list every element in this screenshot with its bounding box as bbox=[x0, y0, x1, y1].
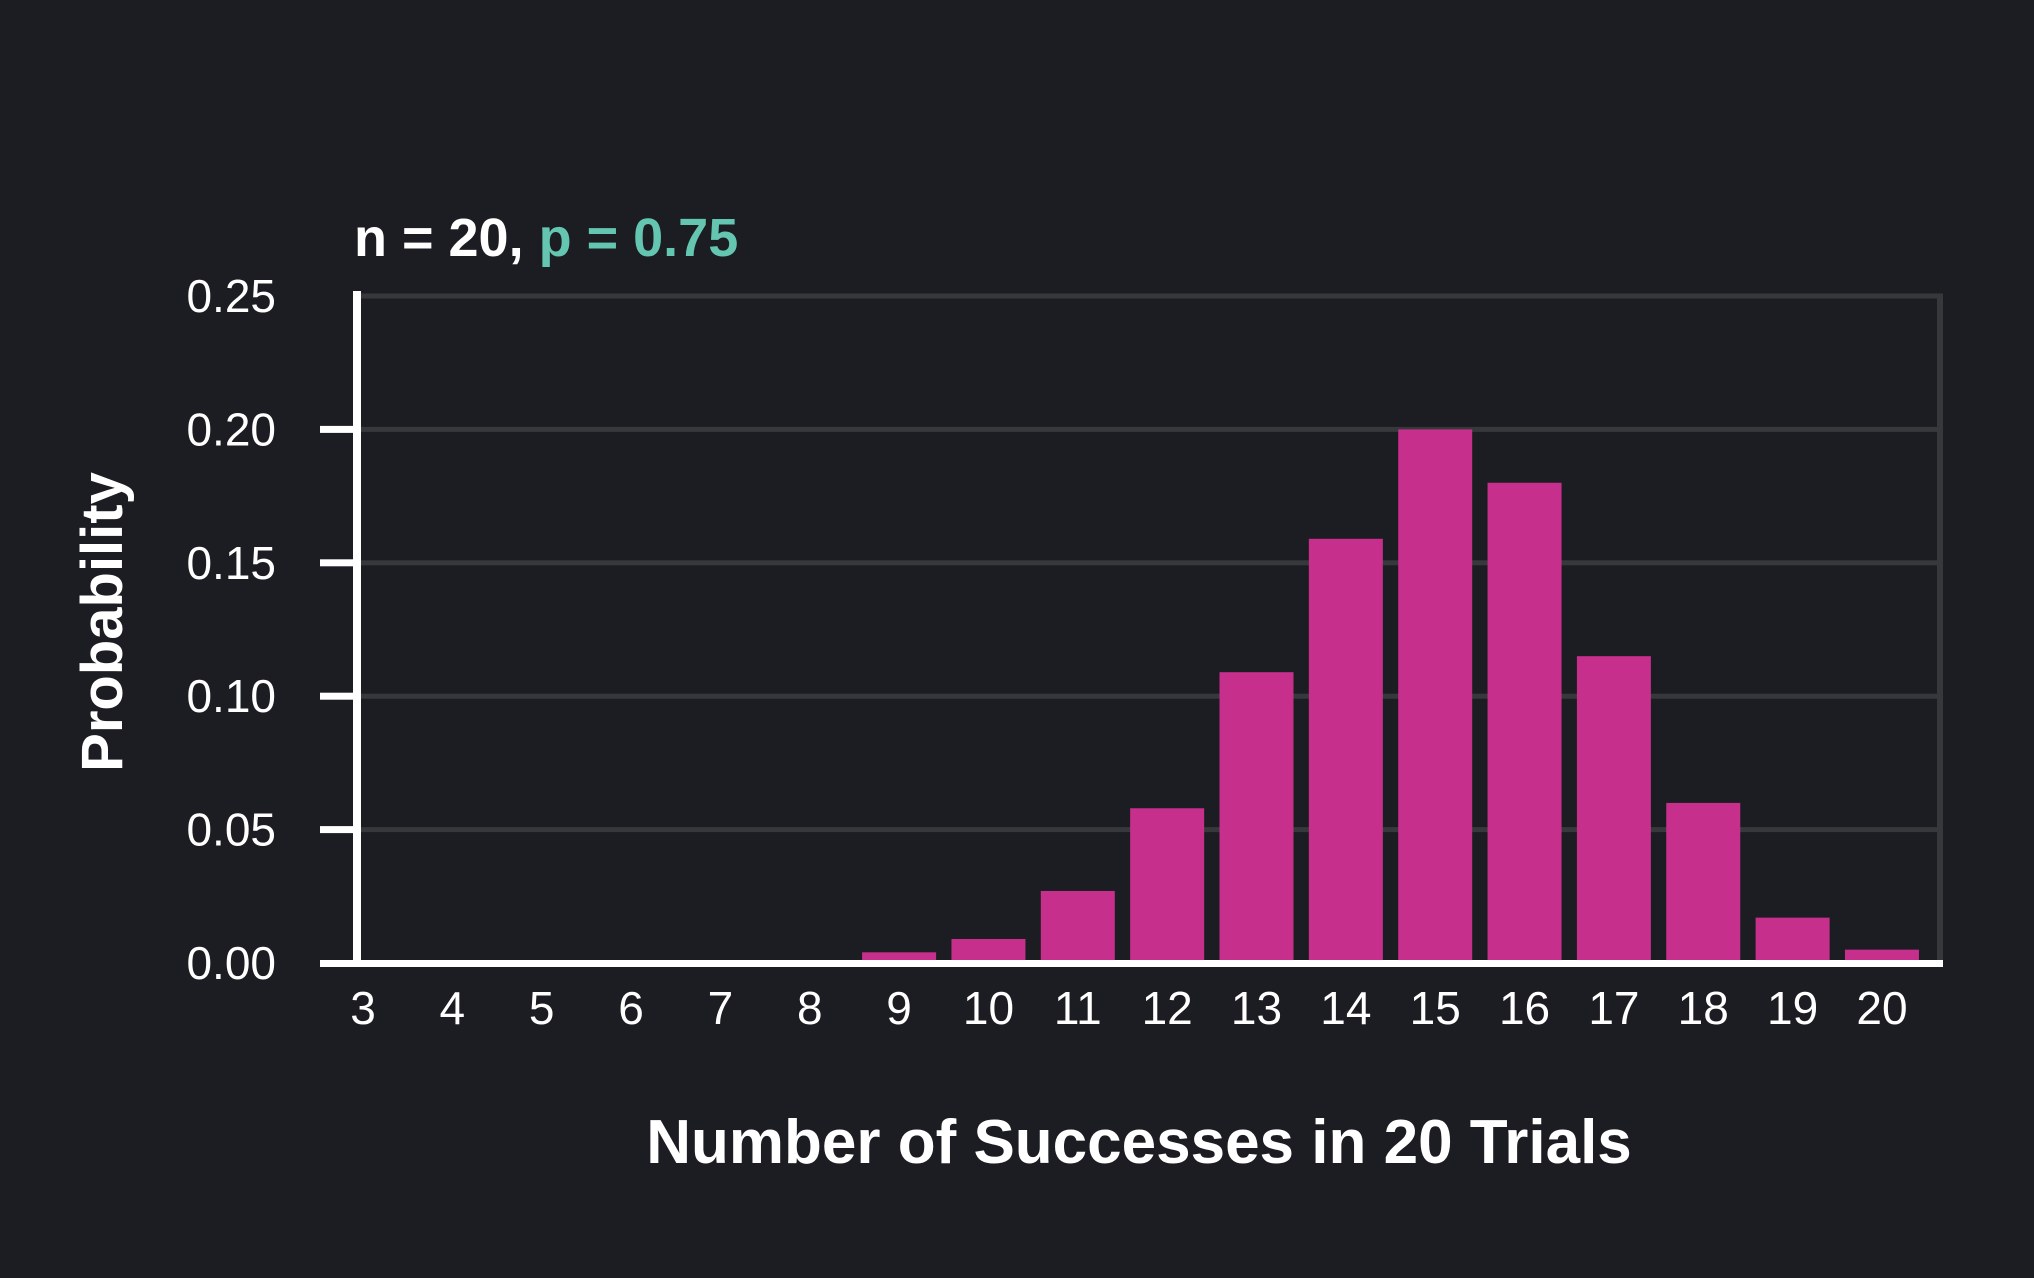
y-tick-label-0.20: 0.20 bbox=[186, 403, 276, 455]
gridline bbox=[361, 426, 1943, 432]
x-tick-label-18: 18 bbox=[1678, 982, 1729, 1034]
y-axis-title: Probability bbox=[70, 472, 135, 772]
x-tick-label-5: 5 bbox=[529, 982, 555, 1034]
bar-14 bbox=[1308, 538, 1383, 960]
x-tick-labels: 3 4 5 6 7 8 9 10 11 12 13 14 15 16 17 18 19 20 bbox=[350, 982, 1907, 1034]
bar-18 bbox=[1666, 802, 1741, 960]
bar-19 bbox=[1755, 917, 1830, 960]
y-tick-label-0.25: 0.25 bbox=[186, 270, 276, 322]
bar-17 bbox=[1576, 656, 1651, 960]
x-tick-label-20: 20 bbox=[1856, 982, 1907, 1034]
chart-title: n = 20, p = 0.75 bbox=[354, 208, 738, 268]
y-tick bbox=[320, 425, 353, 433]
y-tick-label-0.10: 0.10 bbox=[186, 670, 276, 722]
x-tick-label-10: 10 bbox=[963, 982, 1014, 1034]
bar-20 bbox=[1844, 949, 1919, 960]
chart-title-n-part: n = 20, bbox=[354, 208, 539, 268]
gridline bbox=[361, 693, 1943, 699]
bar-9 bbox=[862, 952, 937, 960]
x-tick-label-8: 8 bbox=[797, 982, 823, 1034]
bar-12 bbox=[1130, 808, 1205, 960]
axes bbox=[320, 291, 1943, 967]
bar-16 bbox=[1487, 482, 1562, 960]
x-tick-label-4: 4 bbox=[440, 982, 466, 1034]
x-tick-label-15: 15 bbox=[1410, 982, 1461, 1034]
plot-right-border bbox=[1937, 293, 1943, 960]
y-tick-labels: 0.00 0.05 0.10 0.15 0.20 0.25 bbox=[186, 270, 276, 989]
y-tick-label-0.15: 0.15 bbox=[186, 537, 276, 589]
y-axis-line bbox=[353, 291, 361, 967]
x-tick-label-3: 3 bbox=[350, 982, 376, 1034]
x-tick-label-11: 11 bbox=[1054, 982, 1102, 1034]
y-tick-label-0.00: 0.00 bbox=[186, 937, 276, 989]
x-tick-label-14: 14 bbox=[1320, 982, 1371, 1034]
x-tick-label-13: 13 bbox=[1231, 982, 1282, 1034]
bars bbox=[862, 429, 1919, 960]
x-tick-label-12: 12 bbox=[1142, 982, 1193, 1034]
bar-13 bbox=[1219, 672, 1294, 960]
chart-title-p-part: p = 0.75 bbox=[539, 208, 739, 268]
bar-10 bbox=[951, 938, 1026, 960]
y-tick bbox=[320, 692, 353, 700]
gridline bbox=[361, 293, 1943, 299]
x-tick-label-9: 9 bbox=[886, 982, 912, 1034]
x-tick-label-19: 19 bbox=[1767, 982, 1818, 1034]
bar-11 bbox=[1040, 890, 1115, 960]
y-tick bbox=[320, 559, 353, 567]
bar-15 bbox=[1398, 429, 1473, 960]
x-axis-line bbox=[320, 960, 1943, 967]
gridline bbox=[361, 560, 1943, 566]
x-tick-label-6: 6 bbox=[618, 982, 644, 1034]
y-tick bbox=[320, 826, 353, 834]
x-axis-title: Number of Successes in 20 Trials bbox=[646, 1108, 1632, 1177]
x-tick-label-17: 17 bbox=[1588, 982, 1639, 1034]
x-tick-label-16: 16 bbox=[1499, 982, 1550, 1034]
x-tick-label-7: 7 bbox=[708, 982, 734, 1034]
y-tick-label-0.05: 0.05 bbox=[186, 804, 276, 856]
